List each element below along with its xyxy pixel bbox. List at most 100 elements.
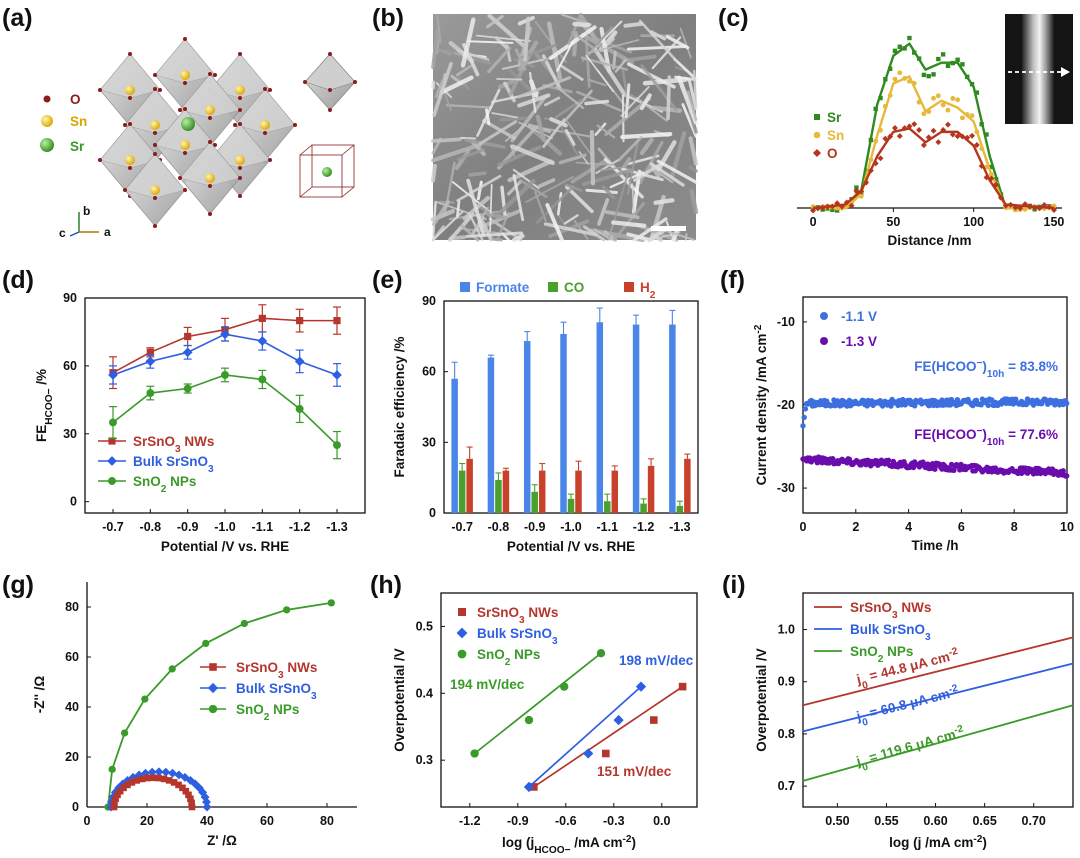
x-tick-label: -0.7 xyxy=(102,520,124,534)
legend-swatch xyxy=(624,282,634,292)
text-part: ) xyxy=(982,427,987,442)
x-axis-label: Time /h xyxy=(911,538,958,553)
text-part: HCOO− xyxy=(534,845,570,856)
oxygen-atom xyxy=(128,166,132,170)
data-point-O xyxy=(993,181,1000,188)
x-tick-label: -0.8 xyxy=(140,520,162,534)
data-point xyxy=(596,649,606,658)
text-part: SnO xyxy=(850,644,878,659)
text-part: CO xyxy=(564,280,584,295)
data-point xyxy=(258,375,267,384)
text-part: 3 xyxy=(925,632,931,643)
nanowire xyxy=(512,173,525,222)
legend-label: SrSnO3 NWs xyxy=(236,660,317,681)
nanowire xyxy=(491,237,503,242)
x-tick-label: 2 xyxy=(852,520,859,534)
nanowire xyxy=(686,90,698,121)
nanowire xyxy=(478,120,518,146)
panel-label-g: (g) xyxy=(2,571,34,599)
data-point xyxy=(985,402,991,409)
nanowire xyxy=(611,220,647,228)
nanowire xyxy=(621,54,657,63)
nanowire xyxy=(638,19,679,63)
data-point xyxy=(182,347,193,358)
data-point-Sn xyxy=(921,111,927,117)
nanowire xyxy=(584,99,610,106)
nanowire xyxy=(653,198,675,205)
x-tick-label: -0.9 xyxy=(507,814,529,828)
text-part: SrSnO xyxy=(850,600,892,615)
data-point-O xyxy=(814,205,821,212)
y-tick-label: 60 xyxy=(65,650,79,664)
text-part: 10h xyxy=(987,369,1004,380)
data-point xyxy=(120,729,129,737)
data-point-Sr xyxy=(907,35,912,41)
data-point-O xyxy=(1031,204,1038,211)
legend-swatch xyxy=(548,282,558,292)
data-point-Sn xyxy=(979,146,985,152)
data-point-Sr xyxy=(950,60,955,66)
data-point xyxy=(802,406,809,412)
data-point-O xyxy=(935,139,942,146)
nanowire xyxy=(604,210,640,220)
data-point-Sr xyxy=(926,73,931,79)
data-point-O xyxy=(949,131,956,138)
nanowire xyxy=(676,75,699,125)
data-point-Sn xyxy=(916,99,922,105)
bar xyxy=(611,470,619,513)
text-part: NPs xyxy=(269,702,299,717)
data-point xyxy=(183,384,192,393)
x-tick-label: -1.0 xyxy=(214,520,236,534)
oxygen-atom xyxy=(238,122,242,126)
plot-frame xyxy=(443,300,699,514)
nanowire xyxy=(559,64,584,81)
nanowire xyxy=(651,36,682,70)
data-point-Sn xyxy=(878,127,883,133)
text-part: Bulk SrSnO xyxy=(236,681,311,696)
nanowire xyxy=(594,122,607,136)
j0-annotation: j0 = 60.8 μA cm-2 xyxy=(854,682,962,729)
nanowire xyxy=(518,121,554,140)
x-tick-label: -0.8 xyxy=(488,520,510,534)
data-point xyxy=(145,356,156,367)
bar xyxy=(684,458,691,513)
nanowire xyxy=(656,140,677,172)
legend-marker-Sr xyxy=(814,114,820,120)
x-tick-label: 0.55 xyxy=(874,814,898,828)
data-point-O xyxy=(978,163,985,170)
nanowire xyxy=(499,116,528,122)
nanowire xyxy=(542,118,566,148)
nanowire xyxy=(572,21,591,28)
nanowire xyxy=(454,149,471,171)
data-point-Sr xyxy=(887,66,893,71)
text-part: = 83.8% xyxy=(1004,359,1058,374)
legend-a: O Sn Sr xyxy=(40,92,87,154)
text-part: Bulk SrSnO xyxy=(477,626,552,641)
data-point xyxy=(112,795,119,803)
y-tick-label: 0.7 xyxy=(778,779,795,793)
text-part: 3 xyxy=(552,636,558,647)
x-tick-label: 20 xyxy=(140,814,154,828)
legend-label: Bulk SrSnO3 xyxy=(850,622,931,643)
text-part: SrSnO xyxy=(236,660,278,675)
nanowire xyxy=(639,137,654,156)
x-tick-label: 40 xyxy=(200,814,214,828)
nanowire xyxy=(464,138,506,149)
nanowire xyxy=(507,159,553,183)
text-part: -2 xyxy=(753,324,764,333)
data-point xyxy=(327,599,335,607)
nanowire xyxy=(679,27,692,59)
data-point xyxy=(108,765,116,773)
nanowire xyxy=(485,108,491,126)
panel-label-c: (c) xyxy=(718,4,749,32)
data-point-O xyxy=(1012,204,1019,211)
legend-label: SnO2 NPs xyxy=(236,702,299,723)
nanowire xyxy=(486,14,504,29)
y-tick-label: 20 xyxy=(65,750,79,764)
oxygen-atom xyxy=(128,122,132,126)
nanowire xyxy=(632,163,660,182)
nanowire xyxy=(487,46,512,74)
nanowire xyxy=(433,46,452,56)
crystal-axes: b c a xyxy=(59,204,111,240)
oxygen-atom xyxy=(123,123,127,127)
